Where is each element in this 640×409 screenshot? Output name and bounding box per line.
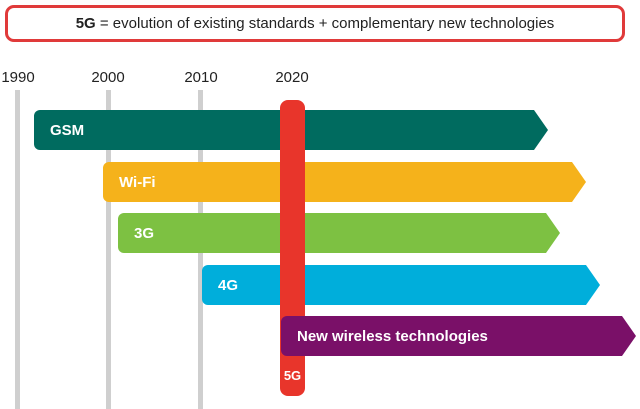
arrow-4g-label: 4G bbox=[218, 276, 239, 294]
year-2010: 2010 bbox=[184, 69, 218, 86]
5g-label: 5G bbox=[283, 368, 302, 383]
arrow-gsm-label: GSM bbox=[50, 121, 85, 139]
gridline-1990 bbox=[15, 90, 20, 409]
arrow-3g: 3G bbox=[118, 213, 560, 253]
gridline-2000 bbox=[106, 90, 111, 409]
year-2020: 2020 bbox=[275, 69, 309, 86]
header-bold: 5G bbox=[75, 15, 96, 32]
arrow-wifi-label: Wi-Fi bbox=[119, 173, 156, 191]
year-2000: 2000 bbox=[91, 69, 125, 86]
header-banner: 5G = evolution of existing standards + c… bbox=[5, 5, 625, 42]
arrow-4g: 4G bbox=[202, 265, 600, 305]
arrow-new-wireless: New wireless technologies bbox=[281, 316, 636, 356]
header-text: = evolution of existing standards + comp… bbox=[95, 15, 555, 32]
year-1990: 1990 bbox=[1, 69, 35, 86]
arrow-3g-label: 3G bbox=[134, 224, 155, 242]
arrow-new-wireless-label: New wireless technologies bbox=[297, 327, 488, 345]
arrow-wifi: Wi-Fi bbox=[103, 162, 586, 202]
